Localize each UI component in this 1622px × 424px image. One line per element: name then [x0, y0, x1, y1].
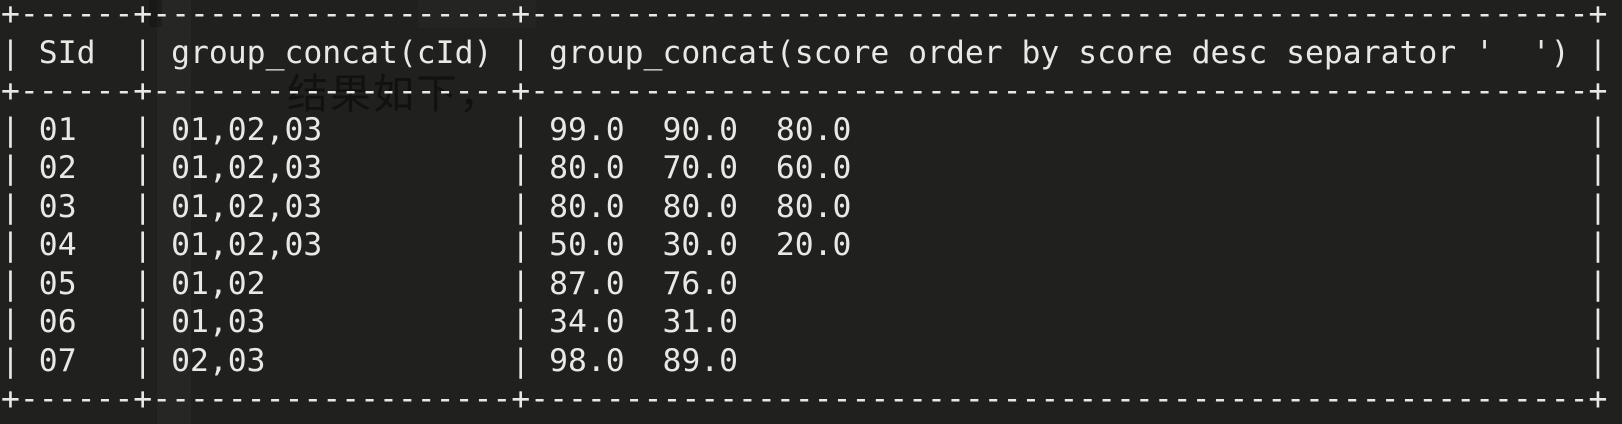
table-row-line: | 04 | 01,02,03 | 50.0 30.0 20.0 | [1, 227, 1608, 264]
watermark-text: 结果如下， [287, 70, 502, 118]
table-row-line: | 07 | 02,03 | 98.0 89.0 | [1, 342, 1608, 379]
table-row-line: | 05 | 01,02 | 87.0 76.0 | [1, 265, 1608, 302]
table-border-line: +------+-------------------+------------… [1, 0, 1608, 32]
table-border-line: +------+-------------------+------------… [1, 73, 1608, 110]
table-row-line: | 01 | 01,02,03 | 99.0 90.0 80.0 | [1, 111, 1608, 148]
table-border-line: +------+-------------------+------------… [1, 381, 1608, 418]
table-row-line: | 06 | 01,03 | 34.0 31.0 | [1, 304, 1608, 341]
table-header-line: | SId | group_concat(cId) | group_concat… [1, 34, 1608, 71]
table-row-line: | 03 | 01,02,03 | 80.0 80.0 80.0 | [1, 188, 1608, 225]
query-result-table: +------+-------------------+------------… [1, 0, 1607, 419]
table-row-line: | 02 | 01,02,03 | 80.0 70.0 60.0 | [1, 150, 1608, 187]
